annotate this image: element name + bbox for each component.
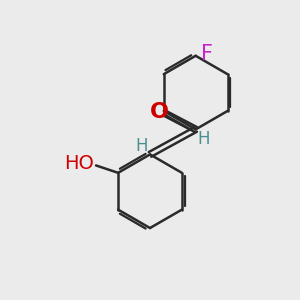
Text: HO: HO <box>64 154 94 173</box>
Text: H: H <box>136 137 148 155</box>
Text: H: H <box>198 130 210 148</box>
Text: O: O <box>150 102 169 122</box>
Text: F: F <box>201 44 213 64</box>
